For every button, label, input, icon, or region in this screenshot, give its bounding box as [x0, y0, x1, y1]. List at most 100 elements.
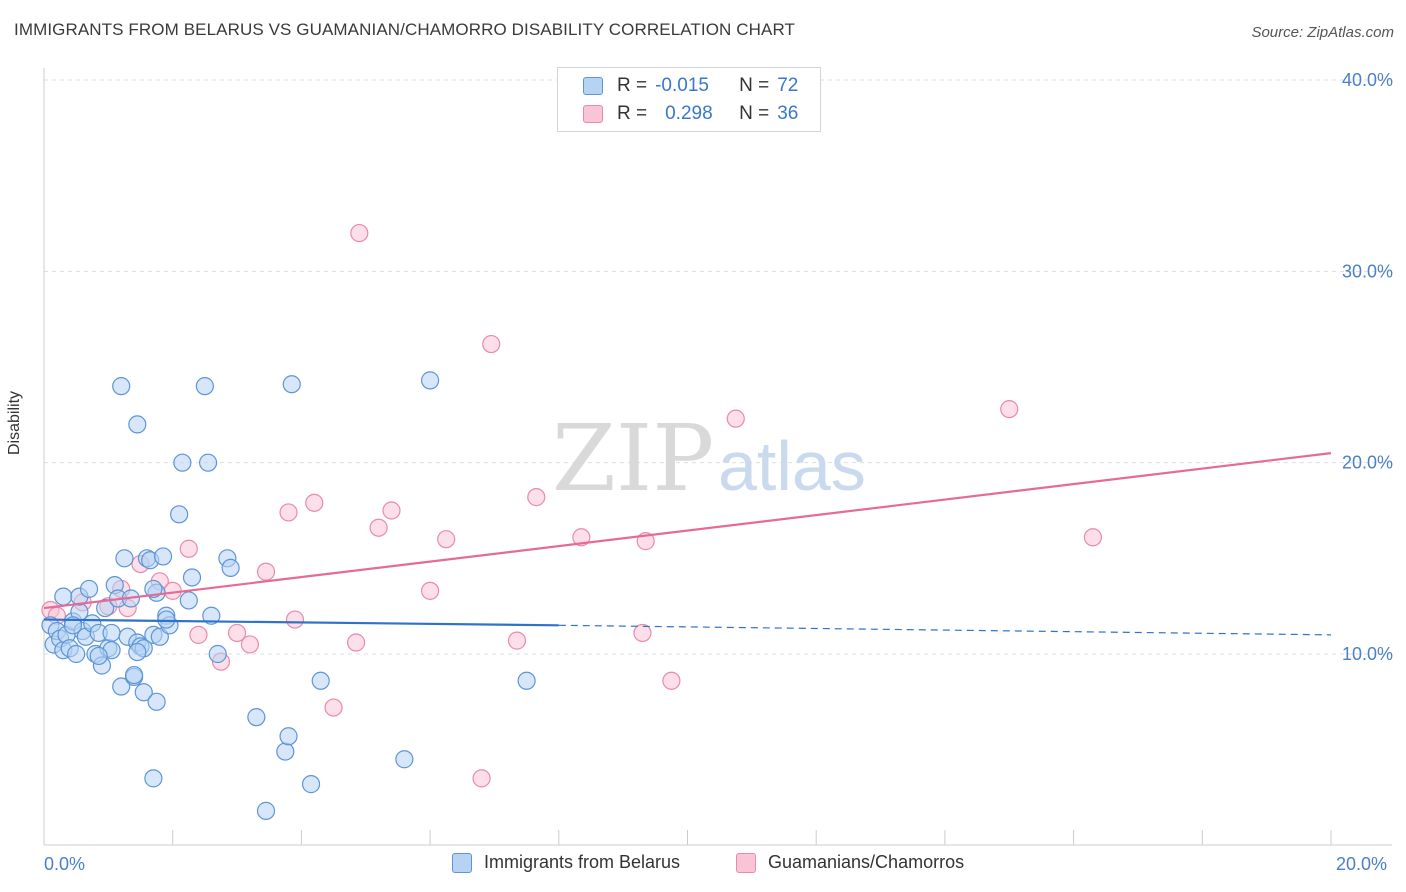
- belarus-point: [144, 579, 163, 599]
- chart-title: IMMIGRANTS FROM BELARUS VS GUAMANIAN/CHA…: [14, 20, 795, 39]
- belarus-point: [301, 775, 321, 794]
- legend-n-label: N =: [739, 103, 770, 124]
- guamanian-point: [227, 623, 247, 643]
- guamanian-point: [279, 503, 298, 522]
- guamanian-point: [285, 610, 305, 629]
- guamanian-point: [1000, 399, 1019, 419]
- legend-n-value: 72: [777, 75, 799, 96]
- guamanian-point: [305, 493, 324, 512]
- belarus-trend-line: [43, 618, 559, 627]
- belarus-point: [144, 769, 163, 788]
- belarus-point: [256, 801, 276, 820]
- belarus-trend-line-extrapolated: [558, 624, 1332, 636]
- source-label: Source: ZipAtlas.com: [1251, 24, 1394, 41]
- belarus-point: [517, 671, 536, 690]
- legend-item-guamanian: Guamanians/Chamorros: [736, 852, 964, 873]
- y-tick-label: 40.0%: [1342, 70, 1393, 90]
- watermark-atlas: atlas: [718, 427, 866, 505]
- belarus-point: [128, 642, 147, 662]
- belarus-point: [195, 377, 214, 396]
- belarus-point: [147, 692, 166, 711]
- guamanian-point: [382, 501, 401, 520]
- guamanian-point: [527, 488, 546, 507]
- belarus-point: [179, 591, 198, 610]
- legend-r-label: R =: [617, 75, 648, 96]
- gridlines: [44, 79, 1392, 655]
- belarus-point: [202, 606, 221, 625]
- guamanian-point: [369, 518, 388, 537]
- guamanian-point: [662, 671, 681, 690]
- y-tick-labels: 10.0% 20.0% 30.0% 40.0%: [1342, 70, 1393, 664]
- legend-row-belarus: R = -0.015 N = 72: [583, 74, 798, 98]
- guamanian-point: [482, 334, 501, 354]
- guamanian-point: [240, 635, 260, 654]
- guamanian-point: [350, 223, 369, 243]
- guamanian-point: [179, 539, 198, 558]
- legend-bottom-label: Guamanians/Chamorros: [768, 852, 965, 872]
- belarus-point: [198, 453, 218, 472]
- belarus-point: [115, 549, 134, 568]
- belarus-point: [128, 415, 147, 434]
- belarus-point: [67, 644, 86, 664]
- y-tick-label: 30.0%: [1342, 261, 1393, 281]
- belarus-point: [247, 708, 266, 727]
- belarus-point: [395, 750, 414, 769]
- guamanian-point: [572, 528, 591, 547]
- guamanian-point: [633, 623, 652, 643]
- x-tick-label-min: 0.0%: [44, 854, 85, 874]
- guamanian-point: [1083, 528, 1103, 547]
- belarus-point: [157, 610, 176, 629]
- belarus-point: [96, 598, 115, 618]
- guamanian-point: [324, 698, 343, 717]
- belarus-point: [279, 727, 298, 746]
- legend-r-value: 0.298: [665, 103, 713, 124]
- belarus-point: [182, 568, 202, 587]
- legend-swatch-blue: [583, 77, 603, 95]
- legend-bottom-label: Immigrants from Belarus: [484, 852, 681, 872]
- x-ticks: [43, 830, 1332, 845]
- belarus-point: [112, 677, 131, 696]
- guamanian-point: [437, 530, 456, 549]
- watermark-zip: ZIP: [552, 405, 714, 512]
- belarus-point: [276, 742, 295, 761]
- belarus-point: [173, 453, 192, 472]
- y-tick-label: 20.0%: [1342, 453, 1393, 473]
- belarus-point: [208, 644, 227, 664]
- guamanian-point: [472, 769, 491, 788]
- watermark: ZIP atlas: [552, 405, 866, 512]
- belarus-point: [79, 579, 99, 599]
- legend-r-value: -0.015: [655, 75, 709, 96]
- belarus-point: [124, 665, 144, 685]
- legend-n-value: 36: [777, 103, 799, 124]
- legend-row-guamanian: R = 0.298 N = 36: [583, 102, 798, 126]
- legend-bottom-swatch-pink: [736, 852, 756, 873]
- belarus-point: [54, 587, 73, 606]
- x-tick-label-max: 20.0%: [1336, 854, 1387, 874]
- legend-r-label: R =: [617, 103, 648, 124]
- belarus-point: [89, 646, 108, 666]
- guamanian-point: [507, 631, 527, 650]
- legend-bottom-swatch-blue: [452, 852, 472, 873]
- axes: [43, 68, 1392, 846]
- belarus-point: [282, 375, 301, 394]
- y-tick-label: 10.0%: [1342, 644, 1393, 664]
- guamanian-trend-line: [43, 452, 1332, 610]
- belarus-point: [102, 623, 121, 643]
- belarus-point: [221, 558, 240, 578]
- legend-swatch-pink: [583, 105, 603, 123]
- guamanian-point: [421, 581, 440, 600]
- guamanian-point: [256, 562, 276, 581]
- legend-item-belarus: Immigrants from Belarus: [452, 852, 680, 873]
- correlation-legend: R = -0.015 N = 72 R = 0.298 N = 36: [557, 67, 821, 132]
- belarus-point: [421, 371, 440, 390]
- belarus-point: [134, 683, 153, 702]
- belarus-point: [170, 505, 189, 524]
- guamanian-point: [189, 625, 208, 644]
- belarus-point: [153, 547, 173, 566]
- belarus-points: [41, 371, 536, 820]
- belarus-point: [311, 671, 330, 690]
- trend-lines: [43, 452, 1332, 636]
- belarus-point: [63, 616, 83, 635]
- belarus-point: [112, 377, 131, 396]
